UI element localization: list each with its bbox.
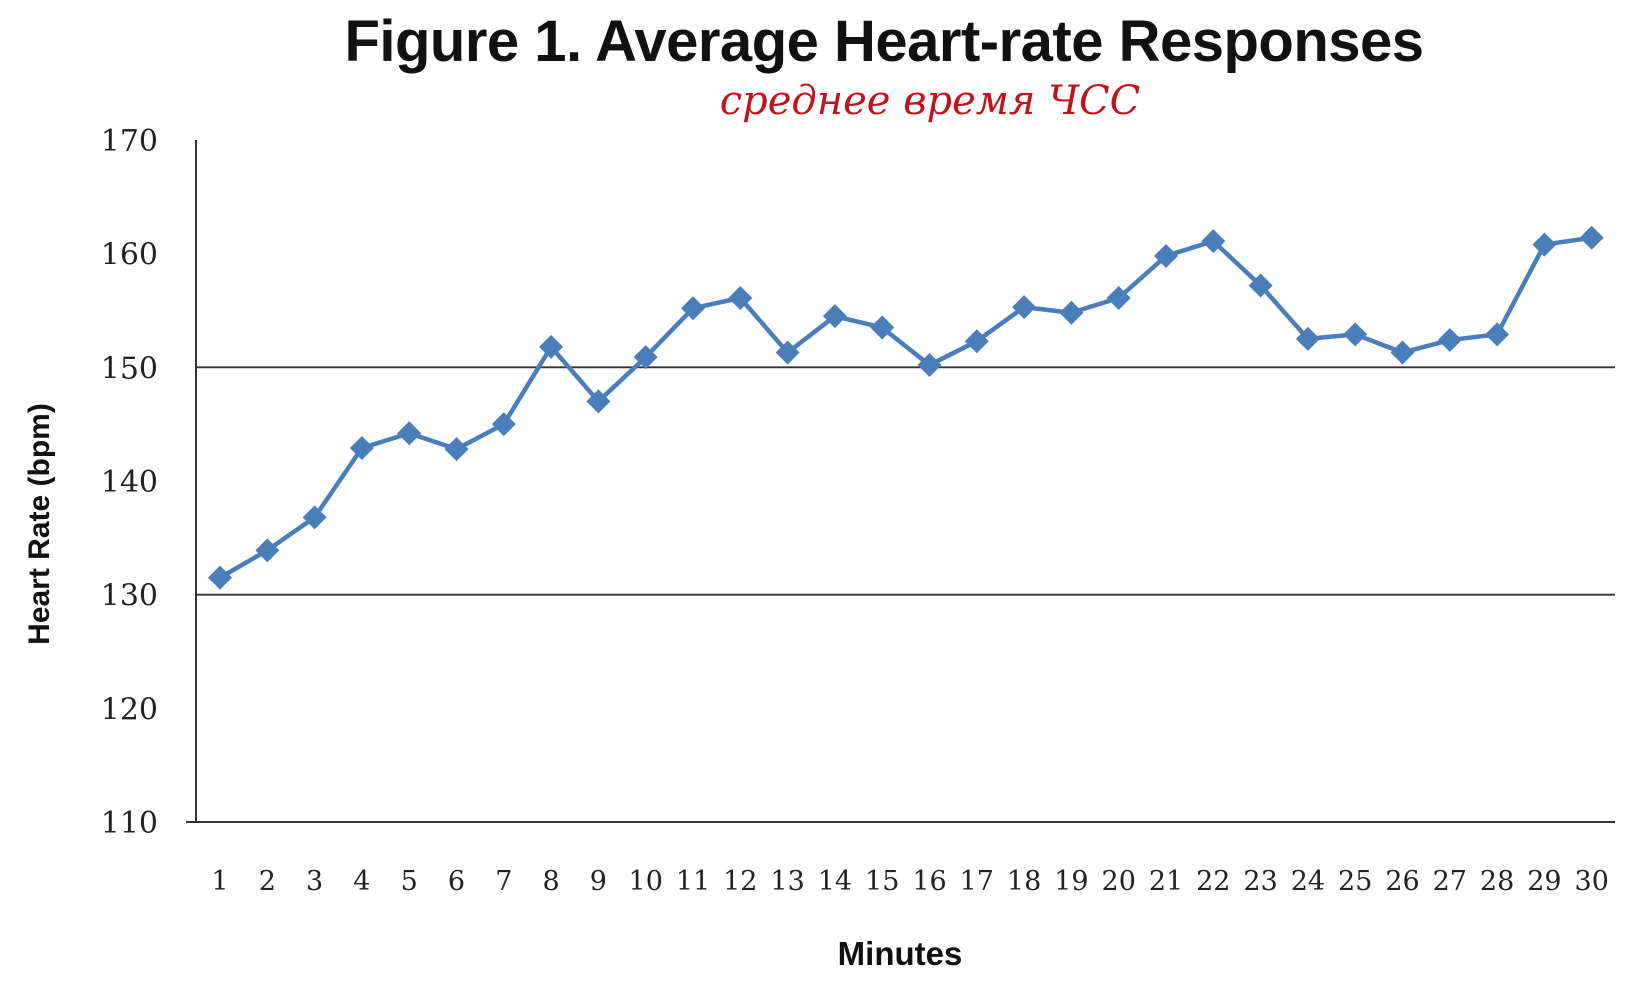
data-point-marker (1106, 285, 1131, 310)
data-point-marker (1390, 340, 1415, 365)
data-point-marker (1012, 295, 1037, 320)
data-point-marker (491, 412, 516, 437)
y-tick-label: 160 (101, 238, 158, 273)
y-tick-label: 110 (101, 806, 158, 841)
data-point-marker (1343, 322, 1368, 347)
x-tick-label: 20 (1102, 866, 1136, 897)
x-tick-label: 18 (1007, 866, 1041, 897)
x-tick-label: 14 (818, 866, 852, 897)
y-tick-label: 140 (101, 465, 158, 500)
x-tick-label: 28 (1480, 866, 1514, 897)
x-tick-label: 29 (1527, 866, 1561, 897)
data-point-marker (1154, 243, 1178, 268)
y-tick-label: 130 (101, 579, 158, 614)
x-tick-label: 17 (960, 866, 994, 897)
data-point-marker (444, 437, 469, 462)
x-tick-label: 21 (1149, 866, 1183, 897)
data-point-marker (1532, 232, 1557, 257)
data-point-marker (1201, 229, 1226, 254)
x-tick-label: 5 (401, 866, 418, 897)
x-tick-label: 6 (448, 866, 465, 897)
data-point-marker (208, 565, 232, 590)
x-tick-label: 7 (495, 866, 512, 897)
data-point-marker (539, 334, 564, 359)
data-point-marker (1059, 300, 1084, 325)
data-point-marker (1248, 273, 1273, 298)
data-point-marker (586, 389, 611, 414)
x-tick-label: 4 (353, 866, 370, 897)
x-tick-label: 23 (1243, 866, 1277, 897)
x-tick-label: 30 (1575, 866, 1609, 897)
data-point-marker (349, 436, 374, 461)
x-tick-label: 24 (1291, 866, 1325, 897)
data-point-marker (870, 315, 895, 340)
data-point-marker (964, 329, 989, 354)
data-point-marker (1579, 225, 1604, 250)
data-point-marker (1295, 326, 1320, 351)
x-tick-label: 26 (1385, 866, 1419, 897)
y-tick-label: 150 (101, 351, 158, 386)
data-point-marker (917, 353, 942, 378)
data-point-marker (728, 285, 753, 310)
x-tick-label: 2 (259, 866, 276, 897)
x-tick-label: 25 (1338, 866, 1372, 897)
data-point-marker (1485, 322, 1510, 347)
x-tick-label: 22 (1196, 866, 1230, 897)
x-tick-label: 3 (306, 866, 323, 897)
y-tick-label: 120 (101, 692, 158, 727)
data-point-marker (633, 345, 658, 370)
x-tick-label: 8 (543, 866, 560, 897)
x-tick-label: 19 (1054, 866, 1088, 897)
chart-subtitle: среднее время ЧСС (719, 78, 1141, 124)
x-tick-label: 13 (770, 866, 804, 897)
x-tick-label: 15 (865, 866, 899, 897)
x-tick-label: 9 (590, 866, 607, 897)
x-tick-label: 16 (912, 866, 946, 897)
x-tick-label: 1 (211, 866, 228, 897)
x-tick-label: 11 (676, 866, 710, 897)
series-line (218, 235, 1593, 580)
data-point-marker (822, 304, 847, 329)
chart-title: Figure 1. Average Heart-rate Responses (344, 9, 1424, 74)
x-tick-label: 27 (1433, 866, 1467, 897)
data-point-marker (397, 421, 422, 446)
data-point-marker (255, 538, 280, 563)
data-point-marker (1437, 328, 1462, 353)
x-tick-label: 10 (629, 866, 663, 897)
data-point-marker (302, 505, 327, 530)
data-point-marker (775, 340, 800, 365)
x-tick-label: 12 (723, 866, 757, 897)
data-point-marker (681, 296, 705, 321)
x-axis-label: Minutes (837, 935, 963, 972)
y-tick-label: 170 (101, 124, 158, 159)
